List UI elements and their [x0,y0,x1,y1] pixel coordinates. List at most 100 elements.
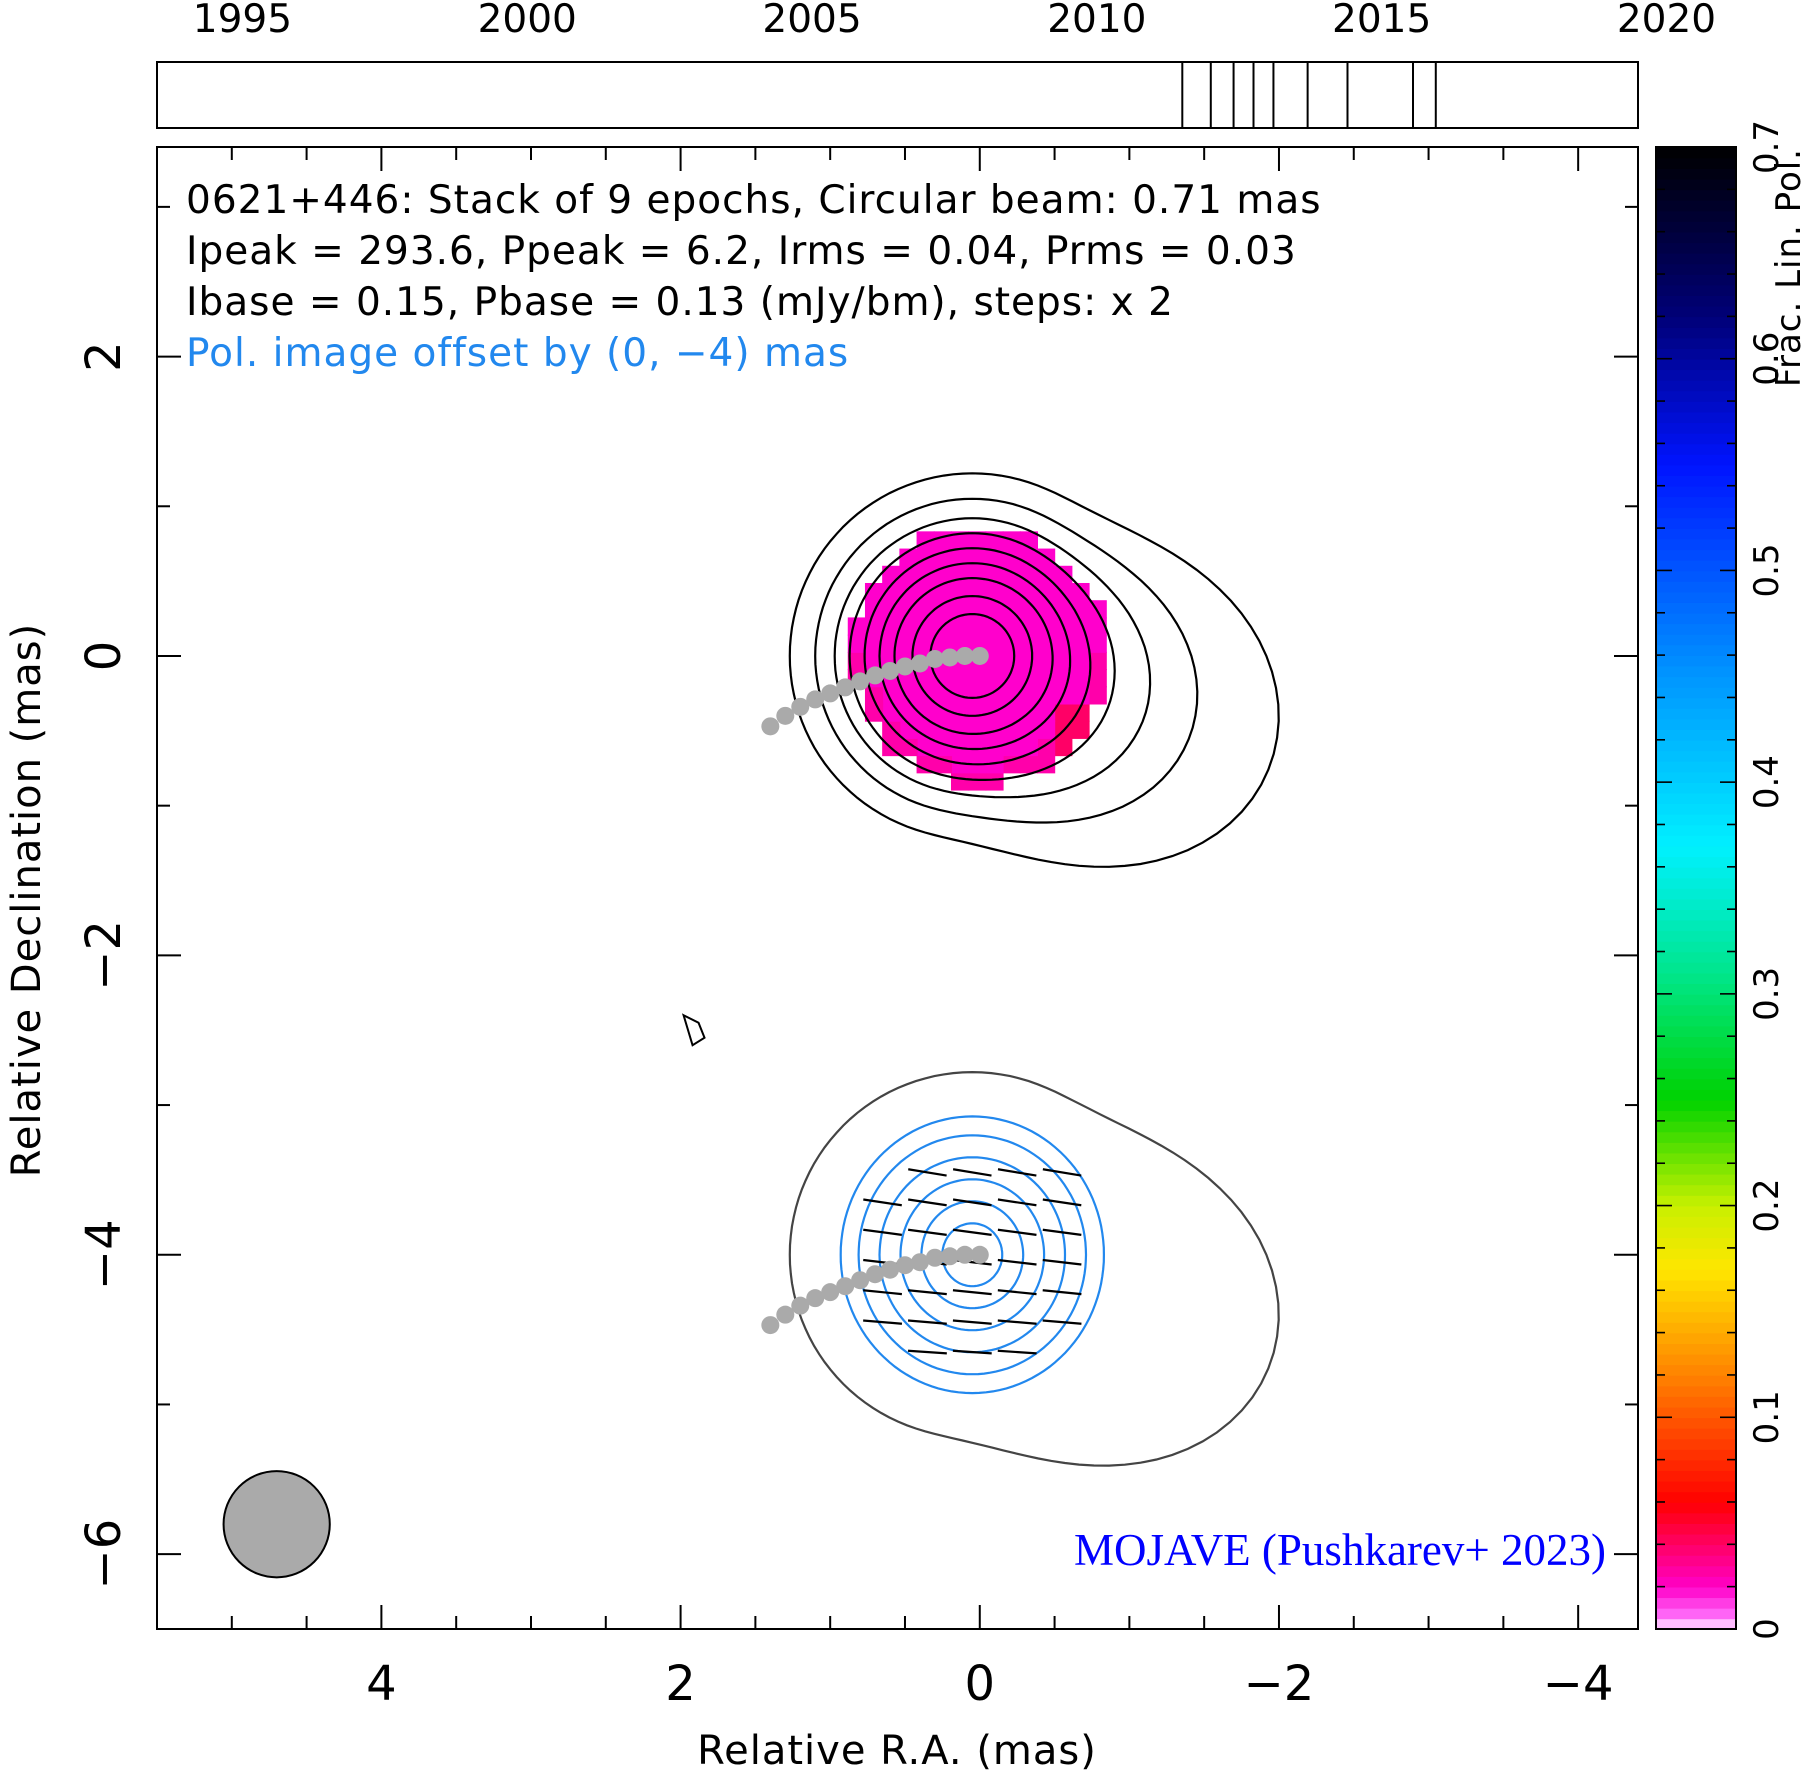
colorbar-band [1656,401,1736,413]
colorbar-band [1656,538,1736,551]
frac-pol-pixel [1036,582,1056,602]
frac-pol-pixel [1071,634,1090,653]
ridge-point [881,661,900,680]
y-tick-label: −2 [76,920,132,991]
colorbar-band [1656,1067,1736,1080]
frac-pol-pixel [899,737,918,757]
colorbar-band [1656,866,1736,879]
frac-pol-pixel [968,669,987,688]
colorbar-tick-label: 0.2 [1747,1179,1787,1233]
frac-pol-pixel [1036,686,1056,705]
colorbar-band [1656,1247,1736,1260]
frac-pol-pixel [1002,669,1021,688]
ridge-point [955,1245,974,1264]
pol-contour [857,1134,1088,1376]
frac-pol-pixel [1036,651,1056,671]
colorbar-band [1656,496,1736,508]
ridge-point [895,657,914,676]
frac-pol-pixel [968,531,987,550]
evpa-stick [907,1319,947,1325]
evpa-stick [997,1319,1037,1325]
colorbar-band [1656,1385,1736,1397]
header-line-1: 0621+446: Stack of 9 epochs, Circular be… [186,178,1322,223]
colorbar-band [1656,697,1736,709]
colorbar-band [1656,316,1736,328]
timeline-tick-label: 1995 [193,0,292,42]
frac-pol-pixel [950,531,970,550]
colorbar-band [1656,1512,1736,1524]
colorbar-band [1656,485,1736,498]
x-axis-label: Relative R.A. (mas) [697,1728,1097,1774]
frac-pol-pixel [950,669,970,688]
colorbar-band [1656,295,1736,307]
evpa-stick [1042,1289,1082,1296]
colorbar-band [1656,1194,1736,1207]
colorbar-band [1656,1554,1736,1567]
evpa-stick [952,1198,992,1207]
ridge-point [866,666,885,685]
colorbar-band [1656,221,1736,233]
colorbar-tick-label: 0.3 [1747,967,1787,1021]
colorbar-band [1656,326,1736,339]
colorbar-band [1656,919,1736,932]
stokes-i-contour [893,576,1054,735]
colorbar-band [1656,1205,1736,1217]
colorbar-band [1656,633,1736,646]
colorbar-band [1656,1374,1736,1387]
colorbar-band [1656,1226,1736,1239]
colorbar-band [1656,1427,1736,1440]
timeline-tick-label: 2015 [1332,0,1431,42]
ridge-point [776,1305,795,1324]
colorbar-band [1656,242,1736,254]
frac-pol-pixel [1002,600,1021,619]
frac-pol-pixel [950,720,970,739]
frac-pol-pixel [968,772,987,791]
frac-pol-pixel [950,548,970,567]
evpa-stick [907,1289,947,1296]
colorbar-band [1656,1163,1736,1175]
frac-pol-pixel [985,669,1004,688]
pol-contour [839,1115,1106,1395]
timeline-tick-label: 2005 [762,0,861,42]
colorbar-gradient [1656,147,1736,1630]
frac-pol-pixel [1002,617,1021,636]
frac-pol-pixel [1019,582,1038,602]
colorbar-band [1656,792,1736,805]
colorbar-band [1656,835,1736,847]
frac-pol-pixel [916,686,935,705]
frac-pol-pixel [1088,651,1107,671]
frac-pol-pixel [968,737,987,757]
colorbar-band [1656,263,1736,275]
colorbar-band [1656,1491,1736,1503]
ridge-point [836,1277,855,1296]
colorbar-band [1656,729,1736,741]
frac-pol-pixel [1002,755,1021,774]
ridge-point [970,646,989,665]
frac-pol-pixel [1054,703,1073,722]
colorbar-band [1656,782,1736,794]
colorbar-band [1656,1576,1736,1588]
frac-pol-pixel [882,720,901,739]
colorbar-band [1656,549,1736,561]
evpa-stick [908,1168,947,1177]
evpa-stick [1042,1198,1082,1207]
colorbar-band [1656,898,1736,910]
evpa-stick [863,1228,902,1236]
x-tick-label: −4 [1543,1656,1614,1712]
frac-pol-pixel [985,617,1004,636]
colorbar-band [1656,559,1736,572]
colorbar-band [1656,1004,1736,1016]
colorbar-band [1656,506,1736,519]
frac-pol-pixel [916,755,935,774]
frac-pol-pixel [899,617,918,636]
frac-pol-pixel [968,720,987,739]
frac-pol-pixel [864,634,884,653]
frac-pol-pixel [968,703,987,722]
ridge-point [791,697,810,716]
frac-pol-pixel [1071,669,1090,688]
frac-pol-pixel [1019,651,1038,671]
frac-pol-pixel [899,582,918,602]
frac-pol-pixel [1054,737,1073,757]
frac-pol-pixel [1002,686,1021,705]
colorbar-band [1656,1353,1736,1366]
